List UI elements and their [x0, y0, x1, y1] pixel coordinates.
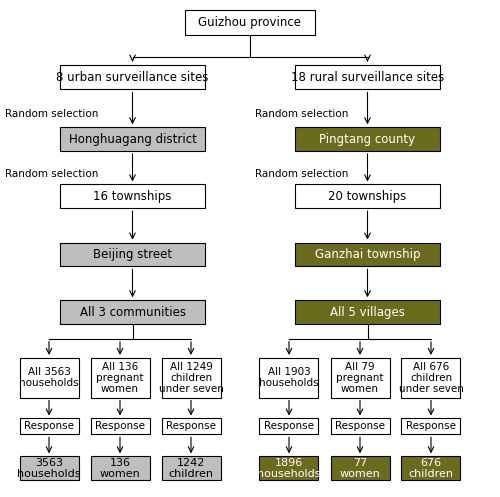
Text: Random selection: Random selection — [5, 169, 98, 179]
FancyBboxPatch shape — [90, 358, 150, 398]
FancyBboxPatch shape — [60, 243, 205, 266]
FancyBboxPatch shape — [260, 358, 318, 398]
FancyBboxPatch shape — [60, 127, 205, 151]
Text: Random selection: Random selection — [255, 109, 348, 119]
FancyBboxPatch shape — [330, 456, 390, 480]
FancyBboxPatch shape — [402, 418, 460, 434]
FancyBboxPatch shape — [60, 65, 205, 89]
FancyBboxPatch shape — [20, 418, 78, 434]
FancyBboxPatch shape — [295, 127, 440, 151]
FancyBboxPatch shape — [162, 418, 220, 434]
Text: 18 rural surveillance sites: 18 rural surveillance sites — [291, 71, 444, 83]
Text: All 1249
children
under seven: All 1249 children under seven — [158, 361, 224, 394]
Text: 8 urban surveillance sites: 8 urban surveillance sites — [56, 71, 208, 83]
Text: Response: Response — [24, 421, 74, 431]
FancyBboxPatch shape — [185, 10, 315, 35]
FancyBboxPatch shape — [295, 243, 440, 266]
FancyBboxPatch shape — [402, 358, 460, 398]
Text: All 676
children
under seven: All 676 children under seven — [398, 361, 464, 394]
Text: Ganzhai township: Ganzhai township — [315, 248, 420, 261]
Text: Pingtang county: Pingtang county — [320, 133, 416, 146]
FancyBboxPatch shape — [90, 418, 150, 434]
FancyBboxPatch shape — [330, 358, 390, 398]
Text: All 5 villages: All 5 villages — [330, 306, 405, 319]
Text: Response: Response — [264, 421, 314, 431]
FancyBboxPatch shape — [90, 456, 150, 480]
Text: Honghuagang district: Honghuagang district — [68, 133, 196, 146]
Text: All 136
pregnant
women: All 136 pregnant women — [96, 361, 144, 394]
Text: All 79
pregnant
women: All 79 pregnant women — [336, 361, 384, 394]
FancyBboxPatch shape — [260, 418, 318, 434]
Text: 676
children: 676 children — [408, 458, 454, 479]
Text: Random selection: Random selection — [5, 109, 98, 119]
Text: Beijing street: Beijing street — [93, 248, 172, 261]
Text: All 3 communities: All 3 communities — [80, 306, 186, 319]
FancyBboxPatch shape — [162, 456, 220, 480]
Text: 136
women: 136 women — [100, 458, 140, 479]
FancyBboxPatch shape — [295, 184, 440, 208]
Text: Random selection: Random selection — [255, 169, 348, 179]
Text: All 3563
households: All 3563 households — [19, 367, 79, 388]
FancyBboxPatch shape — [402, 456, 460, 480]
Text: Guizhou province: Guizhou province — [198, 16, 302, 29]
Text: Response: Response — [95, 421, 145, 431]
FancyBboxPatch shape — [20, 456, 78, 480]
FancyBboxPatch shape — [260, 456, 318, 480]
Text: Response: Response — [335, 421, 385, 431]
Text: All 1903
households: All 1903 households — [259, 367, 319, 388]
Text: Response: Response — [406, 421, 456, 431]
FancyBboxPatch shape — [330, 418, 390, 434]
FancyBboxPatch shape — [295, 300, 440, 324]
FancyBboxPatch shape — [20, 358, 78, 398]
FancyBboxPatch shape — [162, 358, 220, 398]
Text: 3563
households: 3563 households — [17, 458, 81, 479]
Text: Response: Response — [166, 421, 216, 431]
Text: 20 townships: 20 townships — [328, 190, 406, 203]
Text: 77
women: 77 women — [340, 458, 380, 479]
Text: 1242
children: 1242 children — [168, 458, 214, 479]
FancyBboxPatch shape — [60, 300, 205, 324]
Text: 16 townships: 16 townships — [94, 190, 172, 203]
FancyBboxPatch shape — [60, 184, 205, 208]
Text: 1896
households: 1896 households — [257, 458, 321, 479]
FancyBboxPatch shape — [295, 65, 440, 89]
